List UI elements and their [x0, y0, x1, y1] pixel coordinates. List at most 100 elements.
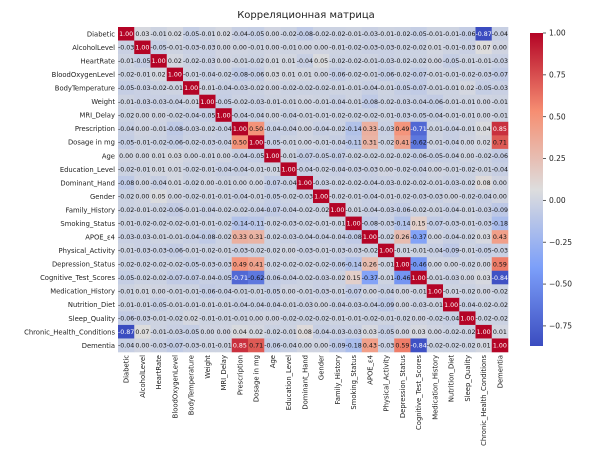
- heatmap-cell: [426, 324, 444, 339]
- cell-value-label: -0.02: [345, 180, 361, 187]
- cell-value-label: -0.01: [248, 166, 264, 173]
- heatmap-cell: [231, 189, 249, 204]
- cell-value-label: 0.01: [135, 288, 149, 295]
- heatmap-cell: [248, 148, 265, 163]
- heatmap-cell: [475, 94, 493, 109]
- heatmap-cell: [378, 148, 395, 163]
- heatmap-cell: [183, 311, 200, 326]
- heatmap-cell: [378, 243, 395, 258]
- cell-value-label: 0.01: [265, 58, 279, 65]
- heatmap-cell: [215, 40, 233, 55]
- cell-value-label: 0.00: [249, 180, 263, 187]
- heatmap-cell: [280, 162, 298, 177]
- heatmap-cell: [426, 135, 444, 150]
- cell-value-label: -0.05: [378, 329, 394, 336]
- cell-value-label: 0.00: [168, 194, 182, 201]
- cell-value-label: -0.04: [183, 234, 199, 241]
- cell-value-label: -0.04: [313, 329, 329, 336]
- cell-value-label: -0.05: [394, 85, 410, 92]
- x-tick-label: Diabetic: [123, 355, 131, 383]
- heatmap-cell: [475, 40, 493, 55]
- heatmap-cell: [280, 243, 298, 258]
- cell-value-label: -0.03: [297, 302, 313, 309]
- heatmap-cell: [345, 311, 363, 326]
- cell-value-label: -0.02: [280, 194, 296, 201]
- heatmap-cell: [491, 162, 509, 177]
- heatmap-cell: [491, 108, 509, 123]
- cell-value-label: -0.01: [313, 112, 329, 119]
- heatmap-cell: [361, 338, 379, 353]
- colorbar-tick-label: −0.50: [549, 280, 572, 289]
- heatmap-cell: [118, 94, 135, 109]
- heatmap-cell: [410, 257, 428, 272]
- heatmap-cell: [345, 324, 363, 339]
- cell-value-label: -0.01: [378, 194, 394, 201]
- heatmap-cell: [134, 121, 151, 136]
- cell-value-label: -0.01: [410, 288, 426, 295]
- heatmap-cell: [345, 81, 363, 96]
- heatmap-cell: [491, 40, 509, 55]
- cell-value-label: -0.02: [345, 45, 361, 52]
- heatmap-cell: [264, 311, 281, 326]
- heatmap-cell: [183, 297, 200, 312]
- cell-value-label: -0.02: [329, 31, 345, 38]
- cell-value-label: -0.05: [183, 31, 199, 38]
- cell-value-label: -0.02: [280, 31, 296, 38]
- heatmap-cell: [426, 243, 444, 258]
- cell-value-label: -0.01: [232, 58, 248, 65]
- cell-value-label: -0.04: [329, 99, 345, 106]
- cell-value-label: 0.00: [395, 329, 409, 336]
- cell-value-label: -0.05: [264, 194, 280, 201]
- heatmap-cell: [166, 230, 184, 244]
- cell-value-label: 1.00: [428, 288, 442, 295]
- cell-value-label: -0.11: [248, 221, 264, 228]
- cell-value-label: -0.04: [410, 166, 426, 173]
- heatmap-cell: [183, 54, 200, 68]
- heatmap-cell: [410, 284, 428, 299]
- cell-value-label: 0.00: [200, 329, 214, 336]
- heatmap-cell: [361, 81, 379, 96]
- cell-value-label: -0.04: [297, 166, 313, 173]
- heatmap-cell: [443, 324, 460, 339]
- cell-value-label: -0.02: [443, 329, 459, 336]
- cell-value-label: -0.02: [329, 126, 345, 133]
- heatmap-cell: [183, 121, 200, 136]
- heatmap-cell: [248, 40, 265, 55]
- heatmap-cell: [475, 297, 493, 312]
- heatmap-cell: [329, 203, 346, 217]
- heatmap-cell: [329, 94, 346, 109]
- cell-value-label: -0.02: [313, 261, 329, 268]
- cell-value-label: -0.02: [459, 180, 475, 187]
- cell-value-label: 1.00: [363, 234, 377, 241]
- cell-value-label: 0.49: [233, 261, 247, 268]
- heatmap-cell: [475, 284, 493, 299]
- cell-value-label: -0.03: [150, 343, 166, 350]
- cell-value-label: -0.02: [134, 275, 150, 282]
- heatmap-cell: [426, 162, 444, 177]
- cell-value-label: -0.04: [199, 207, 215, 214]
- heatmap-cell: [264, 297, 281, 312]
- cell-value-label: -0.03: [475, 221, 491, 228]
- heatmap-cell: [183, 81, 200, 96]
- cell-value-label: 0.00: [282, 248, 296, 255]
- cell-value-label: -0.01: [199, 85, 215, 92]
- heatmap-cell: [264, 108, 281, 123]
- cell-value-label: 1.00: [200, 99, 214, 106]
- cell-value-label: -0.07: [410, 72, 426, 79]
- cell-value-label: 0.01: [168, 166, 182, 173]
- cell-value-label: 0.26: [363, 261, 377, 268]
- y-tick-label: Nutrition_Diet: [68, 301, 115, 309]
- heatmap-cell: [329, 81, 346, 96]
- heatmap-cell: [280, 324, 298, 339]
- cell-value-label: -0.03: [443, 275, 459, 282]
- cell-value-label: -0.02: [248, 248, 264, 255]
- heatmap-cell: [443, 148, 460, 163]
- cell-value-label: -0.03: [378, 207, 394, 214]
- cell-value-label: -0.01: [199, 315, 215, 322]
- cell-value-label: -0.01: [150, 126, 166, 133]
- heatmap-cell: [280, 203, 298, 217]
- heatmap-cell: [394, 81, 411, 96]
- cell-value-label: 0.59: [395, 343, 409, 350]
- heatmap-cell: [215, 216, 233, 231]
- colorbar-tick-label: 1.00: [549, 29, 566, 38]
